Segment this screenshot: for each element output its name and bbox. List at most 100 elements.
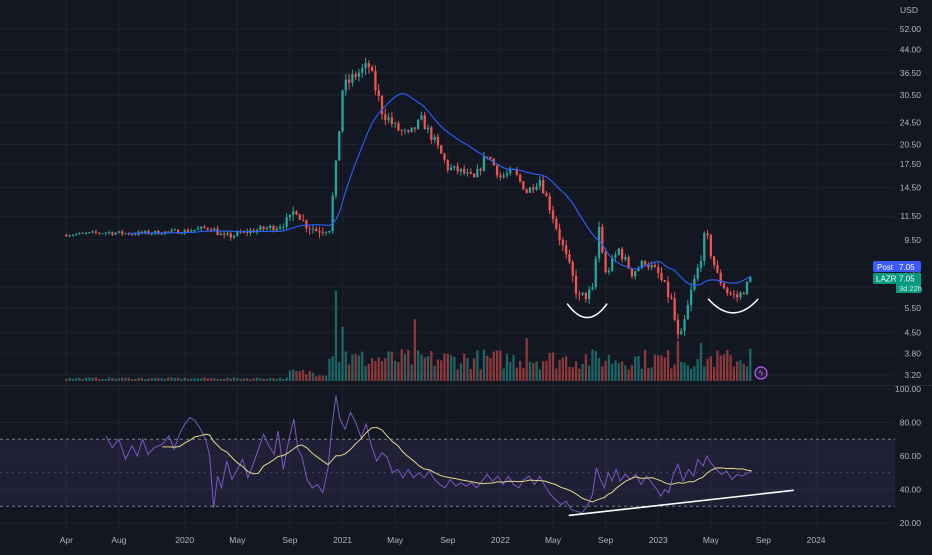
volume-bar-194 (703, 366, 706, 381)
volume-bar-66 (282, 379, 285, 381)
volume-bar-111 (430, 350, 433, 381)
volume-bar-143 (535, 361, 538, 381)
candle-body-201 (726, 288, 729, 294)
candle-body-0 (65, 234, 68, 237)
volume-bar-95 (377, 357, 380, 381)
candle-body-70 (295, 211, 298, 215)
bar-countdown: 3d 22h (899, 284, 922, 293)
volume-bar-64 (275, 378, 278, 381)
candle-body-55 (246, 231, 249, 234)
volume-bar-69 (292, 369, 295, 381)
candle-body-104 (407, 130, 410, 132)
volume-bar-42 (203, 377, 206, 381)
candle-body-77 (318, 231, 321, 233)
candle-body-203 (732, 294, 736, 295)
time-axis[interactable]: Apr Aug 2020 May Sep 2021 May Sep 2022 May Sep 2023… (60, 535, 826, 545)
candle-body-182 (663, 280, 666, 282)
volume-bar-92 (367, 363, 370, 381)
volume-bar-96 (380, 361, 384, 381)
candle-body-29 (160, 234, 163, 235)
candle-body-142 (532, 187, 535, 190)
volume-bar-47 (219, 378, 223, 381)
volume-bar-151 (561, 357, 565, 381)
volume-bar-31 (167, 377, 170, 381)
volume-bar-54 (242, 378, 246, 381)
volume-bar-175 (640, 368, 643, 381)
volume-bar-7 (88, 377, 91, 381)
candle-body-18 (124, 233, 127, 235)
volume-bar-157 (581, 363, 584, 381)
candle-body-90 (361, 68, 364, 73)
candle-body-62 (269, 225, 272, 228)
volume-bar-193 (699, 343, 703, 381)
volume-bar-14 (111, 378, 114, 381)
volume-bar-131 (495, 350, 499, 381)
volume-bar-56 (249, 379, 252, 381)
volume-bar-197 (712, 366, 716, 381)
annotations (566, 298, 759, 319)
candle-body-109 (423, 115, 426, 130)
volume-bar-108 (420, 354, 423, 381)
candle-body-176 (643, 260, 647, 265)
candle-body-80 (328, 231, 331, 233)
candle-body-139 (522, 181, 525, 190)
volume-bar-100 (394, 361, 397, 381)
volume-bar-84 (341, 326, 344, 381)
volume-bar-125 (476, 350, 479, 381)
price-tick-label-12: 5.50 (904, 303, 921, 313)
time-tick-label-2: 2020 (175, 535, 194, 545)
price-tick-label-15: 3.20 (904, 370, 921, 380)
candle-body-12 (104, 232, 107, 234)
volume-bar-76 (315, 376, 318, 381)
candle-body-15 (114, 232, 117, 235)
volume-bar-172 (630, 365, 634, 381)
volume-bar-48 (223, 378, 226, 381)
candle-body-81 (331, 195, 334, 232)
candle-body-165 (607, 270, 611, 273)
volume-bar-139 (522, 367, 525, 381)
volume-bar-137 (515, 367, 518, 381)
volume-bar-49 (226, 377, 229, 381)
candle-body-171 (627, 257, 630, 269)
candle-body-1 (68, 235, 71, 237)
time-tick-label-0: Apr (60, 535, 73, 545)
lightning-icon[interactable]: ϟ (754, 366, 768, 380)
volume-bar-207 (745, 366, 749, 381)
candle-body-173 (634, 271, 637, 277)
candle-body-145 (541, 180, 545, 194)
volume-bar-61 (265, 378, 269, 381)
price-tick-label-6: 17.50 (900, 159, 922, 169)
volume-bar-161 (594, 351, 597, 381)
volume-bar-3 (75, 377, 78, 381)
candle-body-137 (515, 169, 518, 175)
volume-bar-171 (627, 369, 630, 381)
candle-body-26 (150, 233, 153, 235)
volume-bar-50 (229, 378, 232, 381)
candle-body-174 (637, 267, 640, 272)
time-tick-label-1: Aug (111, 535, 126, 545)
volume-bar-162 (597, 357, 601, 381)
candle-body-188 (683, 319, 686, 331)
candle-body-10 (98, 232, 101, 234)
candle-body-193 (699, 260, 703, 268)
candle-body-185 (673, 298, 676, 320)
candle-body-154 (571, 262, 574, 276)
candle-body-45 (213, 228, 216, 231)
candle-body-116 (446, 160, 449, 170)
volume-bar-12 (104, 379, 107, 381)
volume-bar-28 (157, 377, 160, 381)
candle-body-83 (338, 131, 341, 161)
volume-bar-192 (696, 358, 699, 381)
candle-body-168 (617, 248, 620, 255)
volume-bar-5 (81, 379, 84, 381)
volume-bar-13 (107, 377, 111, 381)
volume-bar-170 (624, 365, 627, 381)
volume-bar-91 (364, 365, 367, 381)
volume-bar-52 (236, 378, 239, 381)
candle-body-6 (84, 232, 88, 234)
volume-bar-85 (344, 351, 347, 381)
volume-bar-129 (489, 358, 492, 381)
volume-bar-103 (403, 354, 407, 381)
